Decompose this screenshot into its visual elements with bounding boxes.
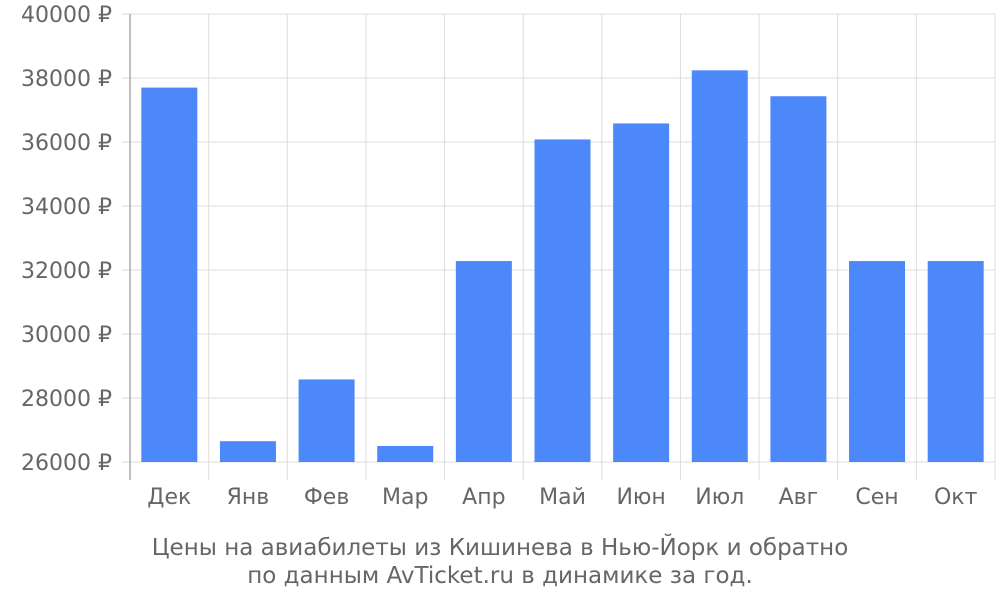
bar [534,139,591,462]
x-tick-label: Авг [779,485,819,510]
x-tick-label: Дек [147,485,191,510]
y-tick-label: 36000 ₽ [21,131,112,156]
y-tick-label: 30000 ₽ [21,323,112,348]
x-axis-tick-labels: Дек Янв Фев Мар Апр Май Июн Июл Авг Сен Окт [147,485,977,510]
x-tick-label: Май [539,485,586,510]
x-tick-label: Апр [462,485,505,510]
y-axis-tick-labels: 26000 ₽ 28000 ₽ 30000 ₽ 32000 ₽ 34000 ₽ 36000… [21,3,112,476]
chart-title-line-2: по данным AvTicket.ru в динамике за год. [247,563,753,589]
x-tick-label: Июн [616,485,665,510]
bar [770,96,827,463]
x-tick-label: Фев [304,485,349,510]
bar [219,441,276,462]
y-tick-label: 38000 ₽ [21,67,112,92]
y-tick-label: 40000 ₽ [21,3,112,28]
x-tick-label: Янв [227,485,270,510]
bar [455,261,512,462]
bar [613,123,670,462]
y-tick-label: 34000 ₽ [21,195,112,220]
bars-layer [141,70,984,463]
bar [141,87,198,462]
y-tick-label: 28000 ₽ [21,387,112,412]
y-tick-label: 32000 ₽ [21,259,112,284]
y-tick-label: 26000 ₽ [21,451,112,476]
x-tick-label: Окт [934,485,978,510]
x-tick-label: Сен [855,485,898,510]
bar [298,379,355,462]
x-tick-label: Июл [695,485,744,510]
bar [849,261,906,462]
chart-title-line-1: Цены на авиабилеты из Кишинева в Нью-Йор… [151,535,849,561]
bar [927,261,984,462]
bar [377,446,434,462]
x-tick-label: Мар [382,485,428,510]
bar [691,70,748,462]
